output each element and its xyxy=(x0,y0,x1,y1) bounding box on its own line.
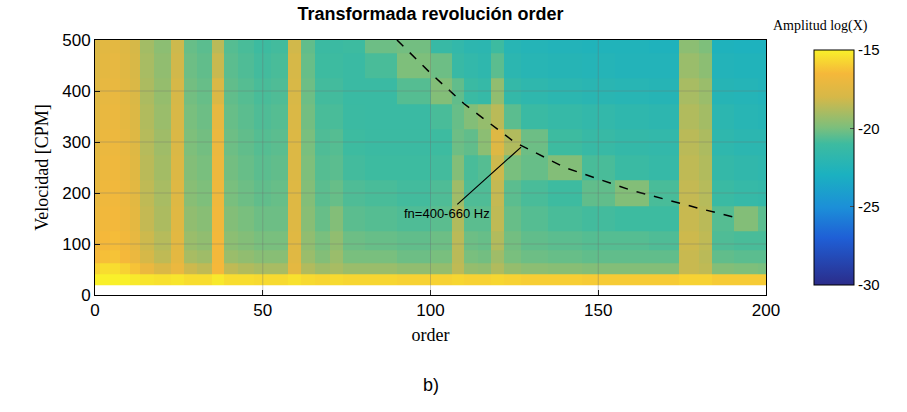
svg-text:400: 400 xyxy=(62,82,90,101)
svg-text:Velocidad [CPM]: Velocidad [CPM] xyxy=(32,104,52,230)
svg-text:100: 100 xyxy=(416,301,444,320)
svg-text:-15: -15 xyxy=(858,41,880,58)
svg-text:0: 0 xyxy=(90,301,99,320)
svg-text:fn=400-660 Hz: fn=400-660 Hz xyxy=(404,206,490,221)
svg-text:300: 300 xyxy=(62,133,90,152)
svg-text:-20: -20 xyxy=(858,120,880,137)
svg-text:-25: -25 xyxy=(858,198,880,215)
svg-text:Transformada revolución order: Transformada revolución order xyxy=(297,4,563,24)
svg-text:100: 100 xyxy=(62,235,90,254)
svg-text:0: 0 xyxy=(81,286,90,305)
svg-text:-30: -30 xyxy=(858,276,880,293)
svg-text:b): b) xyxy=(423,375,439,395)
svg-text:500: 500 xyxy=(62,31,90,50)
svg-text:200: 200 xyxy=(62,184,90,203)
svg-text:50: 50 xyxy=(253,301,272,320)
svg-text:order: order xyxy=(412,325,450,345)
svg-text:200: 200 xyxy=(752,301,780,320)
svg-text:Amplitud log(X): Amplitud log(X) xyxy=(773,18,868,34)
svg-text:150: 150 xyxy=(584,301,612,320)
